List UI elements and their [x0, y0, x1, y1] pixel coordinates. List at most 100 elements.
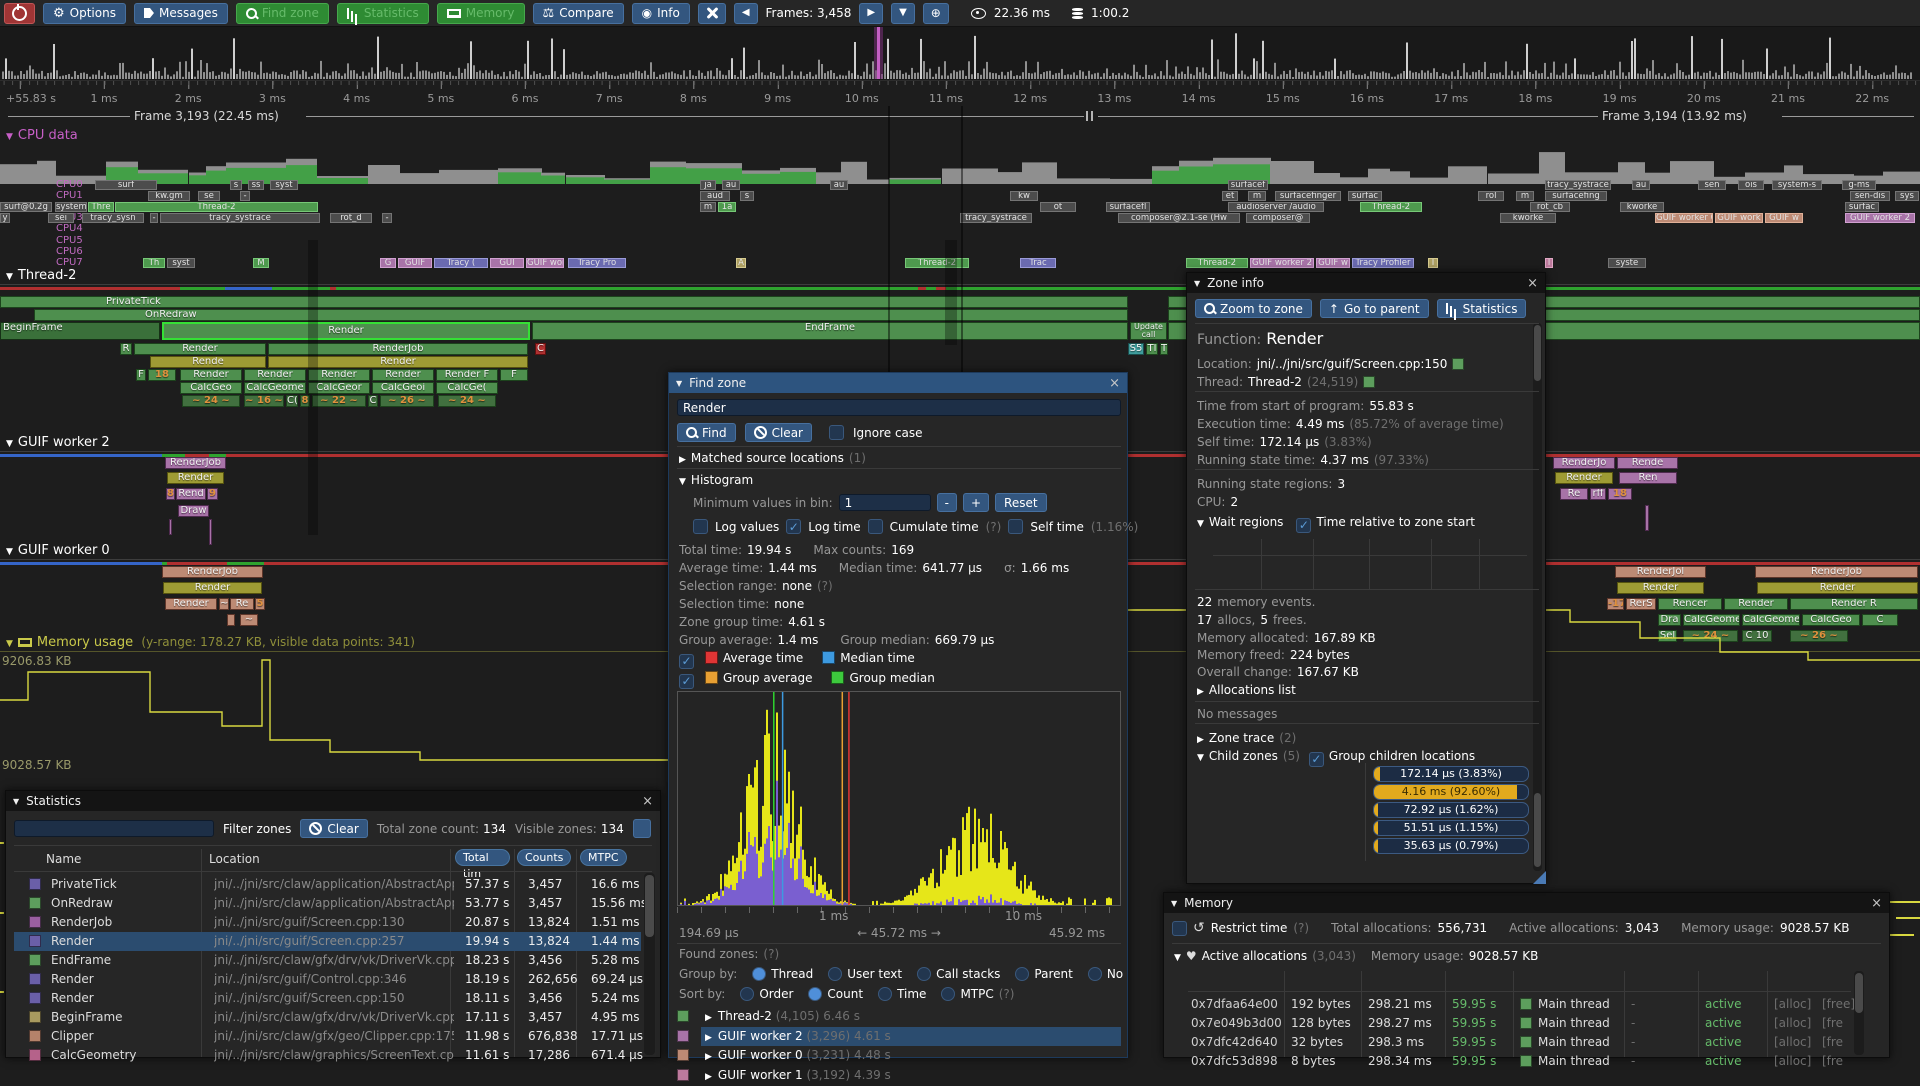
- timeline-zone[interactable]: RenderJol: [1615, 566, 1706, 578]
- cpu-zone[interactable]: GUIF w: [1765, 213, 1803, 224]
- timeline-zone[interactable]: OnRedraw: [34, 309, 1128, 321]
- matched-source-locations[interactable]: ▶ Matched source locations (1): [679, 451, 866, 465]
- cpu-zone[interactable]: GUIF: [398, 257, 432, 268]
- cpu-zone[interactable]: Trac: [1020, 257, 1056, 268]
- cpu-zone[interactable]: kw.gm: [148, 191, 190, 202]
- cpu-zone[interactable]: Thread-2: [115, 202, 318, 213]
- timeline-zone[interactable]: ~ 26 ~: [1790, 630, 1848, 642]
- close-icon[interactable]: ×: [1871, 895, 1882, 911]
- cpu-zone[interactable]: sys: [1895, 191, 1919, 202]
- cpu-zone[interactable]: kw: [1010, 191, 1038, 202]
- timeline-zone[interactable]: RerS: [1626, 598, 1656, 610]
- timeline-zone[interactable]: Sel: [1658, 630, 1677, 642]
- cpu-zone[interactable]: ot: [1040, 202, 1076, 213]
- timeline-zone[interactable]: 9: [207, 488, 218, 500]
- legend-checkbox[interactable]: ✓: [679, 673, 694, 689]
- find-zone-search-input[interactable]: [677, 399, 1121, 416]
- cpu-zone[interactable]: syst: [167, 257, 195, 268]
- cpu-zone[interactable]: -: [150, 213, 158, 224]
- cpu-row-label[interactable]: CPU1: [56, 190, 83, 202]
- timeline-zone[interactable]: ~ 16 ~: [244, 395, 284, 407]
- column-counts[interactable]: Counts: [517, 849, 572, 866]
- cpu-zone[interactable]: Thread-2: [1186, 257, 1248, 268]
- timeline-zone[interactable]: Rende: [150, 356, 266, 368]
- table-row[interactable]: RenderJob jni/../jni/src/guif/Screen.cpp:…: [14, 913, 641, 932]
- timeline-zone[interactable]: C: [368, 395, 378, 407]
- cumulate-time-checkbox[interactable]: [867, 519, 883, 534]
- filter-zones-input[interactable]: [14, 820, 214, 837]
- cpu-zone[interactable]: surfacefinger: [1275, 191, 1341, 202]
- cpu-zone[interactable]: G: [380, 257, 396, 268]
- cpu-data-header[interactable]: ▼ CPU data: [6, 128, 78, 143]
- cpu-zone[interactable]: Th: [143, 257, 165, 268]
- radio-order[interactable]: [740, 987, 755, 1001]
- cpu-zone[interactable]: sei: [48, 213, 74, 224]
- timeline-zone[interactable]: C(: [286, 395, 298, 407]
- cpu-zone[interactable]: kworke: [1500, 213, 1556, 224]
- histogram-plot[interactable]: [677, 691, 1121, 906]
- timeline-zone[interactable]: Render: [268, 356, 528, 368]
- cpu-zone[interactable]: Tracy Profiler: [1352, 257, 1414, 268]
- close-icon[interactable]: ×: [1109, 375, 1120, 391]
- timeline-zone[interactable]: R: [120, 343, 132, 355]
- memory-titlebar[interactable]: ▼ Memory ×: [1164, 893, 1889, 913]
- next-frame-button[interactable]: ▶: [859, 2, 884, 24]
- timeline-zone[interactable]: ~: [219, 598, 229, 610]
- frame-label-right[interactable]: Frame 3,194 (13.92 ms): [1602, 109, 1747, 123]
- cpu-zone[interactable]: au: [830, 180, 848, 190]
- active-allocations-header[interactable]: ▼ ♥ Active allocations (3,043) Memory usage:…: [1174, 949, 1539, 963]
- timeline-zone[interactable]: Render: [1555, 472, 1613, 484]
- memory-scrollbar[interactable]: [1854, 971, 1864, 1055]
- timeline-zone[interactable]: CalcGeor: [308, 382, 370, 394]
- bin-plus-button[interactable]: +: [962, 493, 990, 512]
- timeline-zone[interactable]: ~ 24 ~: [438, 395, 496, 407]
- info-button[interactable]: ◉ Info: [631, 2, 690, 24]
- cpu-zone[interactable]: kworke: [1620, 202, 1664, 213]
- timeline-zone[interactable]: [209, 519, 212, 545]
- table-row[interactable]: OnRedraw jni/../jni/src/claw/application/…: [14, 894, 647, 913]
- timeline-zone[interactable]: 8: [166, 488, 175, 500]
- zone-info-scrollbar[interactable]: [1533, 323, 1542, 871]
- cpu-zone[interactable]: GUIF worker 0: [1655, 213, 1713, 224]
- column-name[interactable]: Name: [46, 852, 82, 866]
- timeline-zone[interactable]: Render: [308, 369, 370, 381]
- radio-time[interactable]: [878, 987, 893, 1001]
- radio-thread[interactable]: [752, 967, 767, 981]
- timeline-zone[interactable]: EndFrame: [532, 322, 1128, 340]
- child-zones-header[interactable]: ▼ Child zones (5) ✓ Group children locations: [1197, 749, 1476, 767]
- timeline-zone[interactable]: BeginFrame: [0, 322, 160, 340]
- cpu-zone[interactable]: s: [230, 180, 242, 190]
- child-zone-bar[interactable]: 172.14 µs (3.83%): [1373, 766, 1529, 782]
- radio-parent[interactable]: [1015, 967, 1030, 981]
- memory-usage-header[interactable]: ▼ Memory usage (y-range: 178.27 KB, visib…: [6, 635, 415, 650]
- timeline-zone[interactable]: Render: [167, 472, 224, 484]
- timeline-zone[interactable]: -17: [1607, 598, 1624, 610]
- guif-worker-0-header[interactable]: ▼ GUIF worker 0: [6, 543, 110, 558]
- ignore-case-checkbox[interactable]: [828, 425, 844, 440]
- min-bin-input[interactable]: [838, 494, 931, 511]
- timeline-zone[interactable]: CalcGeo: [1802, 614, 1860, 626]
- cpu-zone[interactable]: surf: [95, 180, 157, 190]
- timeline-zone[interactable]: ~ 24 ~: [1683, 630, 1738, 642]
- timeline-zone[interactable]: C: [535, 343, 546, 355]
- timeline-zone[interactable]: Render R: [1790, 598, 1918, 610]
- timeline-zone[interactable]: Draw: [178, 505, 209, 517]
- cpu-zone[interactable]: tracy_systrace: [1545, 180, 1611, 190]
- cpu-zone[interactable]: -: [240, 191, 250, 202]
- cpu-zone[interactable]: au: [722, 180, 740, 190]
- found-zone-group[interactable]: ▶ GUIF worker 0 (3,231) 4.48 s: [677, 1046, 1121, 1065]
- table-row[interactable]: Render jni/../jni/src/guif/Screen.cpp:257…: [14, 932, 641, 951]
- compare-button[interactable]: ⚖ Compare: [532, 2, 624, 24]
- cpu-zone[interactable]: et: [1222, 191, 1238, 202]
- memory-row[interactable]: 0x7dfc42d640 32 bytes 298.3 ms 59.95 s Main …: [1191, 1035, 1843, 1049]
- log-values-checkbox[interactable]: [693, 519, 708, 534]
- cpu-row-label[interactable]: CPU0: [56, 179, 83, 190]
- go-to-parent-button[interactable]: ↑ Go to parent: [1319, 299, 1429, 318]
- cpu-zone[interactable]: -: [382, 213, 392, 224]
- timeline-zone[interactable]: ~ 24 ~: [182, 395, 240, 407]
- found-zone-group[interactable]: ▶ GUIF worker 1 (3,192) 4.39 s: [677, 1066, 1121, 1085]
- cpu-zone[interactable]: Tracy Pro: [568, 257, 626, 268]
- timeline-zone[interactable]: RenderJob: [1755, 566, 1918, 578]
- collapse-icon[interactable]: ▼: [13, 796, 20, 806]
- cpu-zone[interactable]: m: [1516, 191, 1534, 202]
